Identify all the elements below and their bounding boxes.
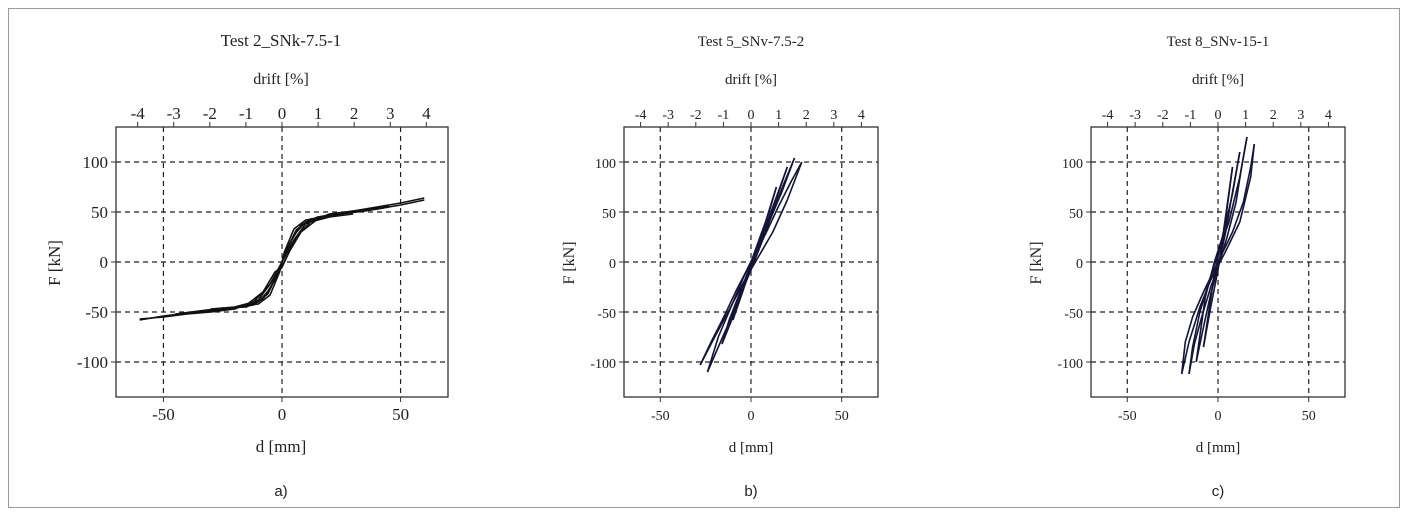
- panel-a-x-label: d [mm]: [256, 437, 307, 456]
- panel-b-drift-tick-label: 3: [830, 108, 837, 123]
- panel-b-x-tick-label: -50: [651, 409, 670, 424]
- panel-b-y-tick-label: -50: [597, 307, 616, 322]
- panel-a-y-tick-label: 50: [91, 203, 108, 222]
- panel-c-drift-tick-label: 1: [1242, 108, 1249, 123]
- panel-b-drift-label: drift [%]: [725, 72, 777, 88]
- panel-b-caption: b): [744, 483, 757, 500]
- panel-b-y-tick-label: 0: [609, 257, 616, 272]
- panel-a-hysteresis-loop-7: [239, 216, 325, 307]
- panel-a-drift-tick-label: 2: [350, 104, 359, 123]
- panel-b-title: Test 5_SNv-7.5-2: [698, 34, 804, 50]
- panel-a-title: Test 2_SNk-7.5-1: [221, 31, 342, 50]
- panel-c: Test 8_SNv-15-1 drift [%] d [mm] F [kN] …: [1028, 34, 1346, 500]
- panel-b-drift-tick-label: 2: [803, 108, 810, 123]
- panel-c-hysteresis-loop-6: [1195, 151, 1241, 363]
- panel-a-drift-tick-label: 1: [314, 104, 323, 123]
- panel-a-drift-tick-label: -1: [239, 104, 253, 123]
- panel-a-y-label: F [kN]: [45, 240, 64, 286]
- panel-c-caption: c): [1212, 483, 1225, 500]
- panel-b-hysteresis-loop-3: [706, 157, 796, 373]
- panel-b-drift-tick-label: 4: [858, 108, 865, 123]
- panel-a-x-tick-label: 50: [392, 405, 409, 424]
- panel-c-y-tick-label: 100: [1062, 157, 1083, 172]
- panel-b-y-label: F [kN]: [561, 241, 578, 284]
- panel-a-caption: a): [274, 483, 287, 500]
- panel-c-x-label: d [mm]: [1196, 440, 1241, 456]
- panel-b-x-label: d [mm]: [729, 440, 774, 456]
- panel-a-hysteresis-loop-6: [210, 213, 354, 310]
- panel-b-y-tick-label: 50: [602, 207, 616, 222]
- panel-c-drift-tick-label: -1: [1185, 108, 1197, 123]
- panel-c-hysteresis-loop-8: [1202, 166, 1234, 348]
- panel-a-drift-label: drift [%]: [253, 71, 309, 88]
- panel-b-x-tick-label: 50: [835, 409, 849, 424]
- panel-b-drift-tick-label: -4: [635, 108, 647, 123]
- panel-b: Test 5_SNv-7.5-2 drift [%] d [mm] F [kN]…: [561, 34, 879, 500]
- panel-c-y-tick-label: -100: [1057, 357, 1083, 372]
- panel-b-drift-tick-label: -2: [690, 108, 702, 123]
- panel-c-drift-tick-label: 4: [1325, 108, 1332, 123]
- panel-c-drift-tick-label: 0: [1215, 108, 1222, 123]
- panel-a-y-tick-label: -100: [77, 353, 108, 372]
- panel-c-drift-tick-label: -2: [1157, 108, 1169, 123]
- panel-a-drift-tick-label: 3: [386, 104, 395, 123]
- panel-b-x-tick-label: 0: [748, 409, 755, 424]
- panel-c-drift-label: drift [%]: [1192, 72, 1244, 88]
- panel-a-y-tick-label: 100: [83, 153, 109, 172]
- panel-c-y-tick-label: 50: [1069, 207, 1083, 222]
- panel-b-hysteresis-loop-8: [732, 186, 778, 321]
- panel-c-y-label: F [kN]: [1028, 241, 1045, 284]
- panel-c-y-tick-label: -50: [1064, 307, 1083, 322]
- panel-c-drift-tick-label: 2: [1270, 108, 1277, 123]
- panel-a-drift-tick-label: -3: [167, 104, 181, 123]
- panel-c-x-tick-label: 50: [1302, 409, 1316, 424]
- panel-b-drift-tick-label: 1: [775, 108, 782, 123]
- panel-c-title: Test 8_SNv-15-1: [1167, 34, 1270, 50]
- panel-b-y-tick-label: 100: [595, 157, 616, 172]
- panel-a: Test 2_SNk-7.5-1 drift [%] d [mm] F [kN]…: [45, 31, 449, 500]
- panel-c-drift-tick-label: 3: [1297, 108, 1304, 123]
- panel-c-hysteresis-loop-1: [1180, 143, 1256, 375]
- panel-b-drift-tick-label: -1: [718, 108, 730, 123]
- panel-c-drift-tick-label: -4: [1102, 108, 1114, 123]
- panel-c-y-tick-label: 0: [1076, 257, 1083, 272]
- panel-a-drift-tick-label: -4: [131, 104, 146, 123]
- panel-b-drift-tick-label: 0: [748, 108, 755, 123]
- figure-frame: [8, 8, 1400, 508]
- panel-a-drift-tick-label: 0: [278, 104, 287, 123]
- panel-b-y-tick-label: -100: [590, 357, 616, 372]
- panel-c-x-tick-label: 0: [1215, 409, 1222, 424]
- panel-a-y-tick-label: 0: [100, 253, 109, 272]
- panel-a-drift-tick-label: -2: [203, 104, 217, 123]
- panel-c-x-tick-label: -50: [1118, 409, 1137, 424]
- panel-b-drift-tick-label: -3: [662, 108, 674, 123]
- panel-a-drift-tick-label: 4: [422, 104, 431, 123]
- panel-a-y-tick-label: -50: [85, 303, 108, 322]
- panel-a-x-tick-label: -50: [152, 405, 175, 424]
- panel-a-x-tick-label: 0: [278, 405, 287, 424]
- panel-c-drift-tick-label: -3: [1129, 108, 1141, 123]
